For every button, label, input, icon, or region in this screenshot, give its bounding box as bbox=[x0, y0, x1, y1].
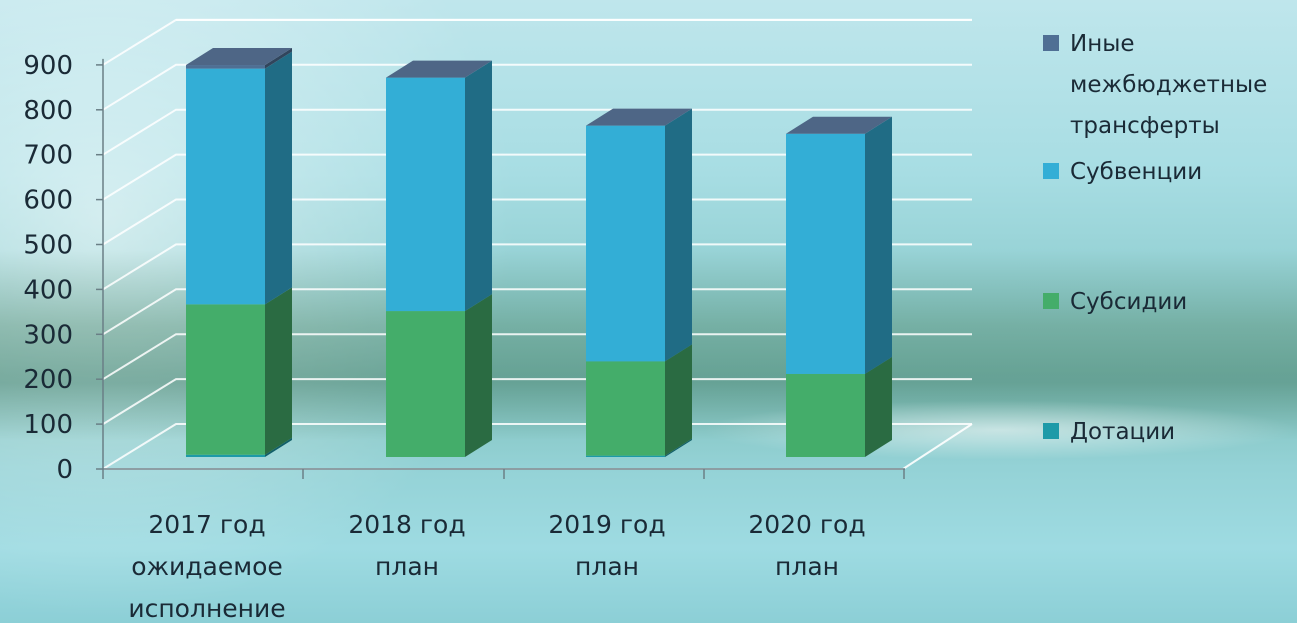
gridline bbox=[102, 198, 972, 246]
bar-segment-front bbox=[586, 361, 665, 456]
bar-top-cap bbox=[586, 108, 692, 126]
legend-label: Субсидии bbox=[1070, 289, 1188, 315]
bar-stack bbox=[786, 116, 892, 457]
gridline bbox=[102, 108, 972, 156]
legend-label: трансферты bbox=[1070, 113, 1220, 139]
bar-segment-side bbox=[465, 294, 492, 457]
x-category-label: 2018 год план bbox=[348, 510, 465, 581]
legend-swatch bbox=[1043, 163, 1059, 179]
y-tick-label: 200 bbox=[23, 365, 73, 395]
y-tick-label: 800 bbox=[23, 96, 73, 126]
x-category-label: 2020 год план bbox=[748, 510, 865, 581]
bar-stack bbox=[186, 48, 292, 457]
bar-segment-side bbox=[265, 437, 292, 457]
gridline bbox=[102, 333, 972, 381]
y-tick-label: 700 bbox=[23, 141, 73, 171]
gridline bbox=[102, 63, 972, 111]
bar-segment-front bbox=[586, 455, 665, 457]
bar-stack bbox=[386, 60, 492, 457]
bar-segment-side bbox=[665, 438, 692, 457]
bar-segment-side bbox=[665, 108, 692, 362]
gridlines bbox=[102, 18, 973, 470]
bar-segment-side bbox=[465, 60, 492, 312]
gridline bbox=[102, 423, 972, 470]
bar-top-cap bbox=[786, 116, 892, 134]
x-axis-category-labels: 2017 год ожидаемое исполнение 2018 год план 2… bbox=[128, 510, 865, 623]
bar-segment-front bbox=[386, 311, 465, 457]
bar-stack bbox=[586, 108, 692, 457]
legend-label: Иные bbox=[1070, 31, 1135, 57]
y-tick-label: 100 bbox=[23, 410, 73, 440]
legend-swatch bbox=[1043, 293, 1059, 309]
bar-segment-side bbox=[265, 51, 292, 305]
bar-segment-side bbox=[665, 344, 692, 456]
bar-segment-front bbox=[186, 65, 265, 69]
bar-segment-side bbox=[265, 287, 292, 455]
y-tick-label: 0 bbox=[56, 455, 73, 485]
bar-top-cap bbox=[186, 48, 292, 66]
legend-label: межбюджетные bbox=[1070, 72, 1268, 98]
y-axis-tick-labels: 0 100 200 300 400 500 600 700 800 900 bbox=[23, 51, 73, 485]
y-tick-label: 400 bbox=[23, 275, 73, 305]
bar-segment-side bbox=[865, 356, 892, 457]
x-category-label: 2019 год план bbox=[548, 510, 665, 581]
bar-top-cap bbox=[386, 60, 492, 78]
bar-segment-side bbox=[265, 48, 292, 69]
bars bbox=[186, 48, 892, 457]
bar-segment-front bbox=[786, 373, 865, 457]
bar-segment-front bbox=[186, 304, 265, 455]
axes bbox=[96, 58, 905, 479]
floor-right-edge bbox=[902, 423, 973, 470]
y-tick-label: 500 bbox=[23, 231, 73, 261]
gridline bbox=[102, 153, 972, 201]
x-category-label: 2017 год ожидаемое исполнение bbox=[128, 510, 285, 623]
legend-swatch bbox=[1043, 35, 1059, 51]
legend-label: Дотации bbox=[1070, 419, 1176, 445]
bar-segment-front bbox=[186, 454, 265, 457]
bar-segment-side bbox=[865, 116, 892, 374]
bar-segment-front bbox=[186, 68, 265, 305]
y-tick-label: 600 bbox=[23, 186, 73, 216]
gridline bbox=[102, 378, 972, 425]
gridline bbox=[102, 243, 972, 291]
bar-segment-front bbox=[386, 77, 465, 312]
legend-swatch bbox=[1043, 423, 1059, 439]
y-tick-label: 300 bbox=[23, 320, 73, 350]
gridline bbox=[102, 288, 972, 336]
y-tick-label: 900 bbox=[23, 51, 73, 81]
bar-segment-front bbox=[586, 125, 665, 362]
legend-label: Субвенции bbox=[1070, 159, 1203, 185]
bar-segment-front bbox=[786, 133, 865, 374]
